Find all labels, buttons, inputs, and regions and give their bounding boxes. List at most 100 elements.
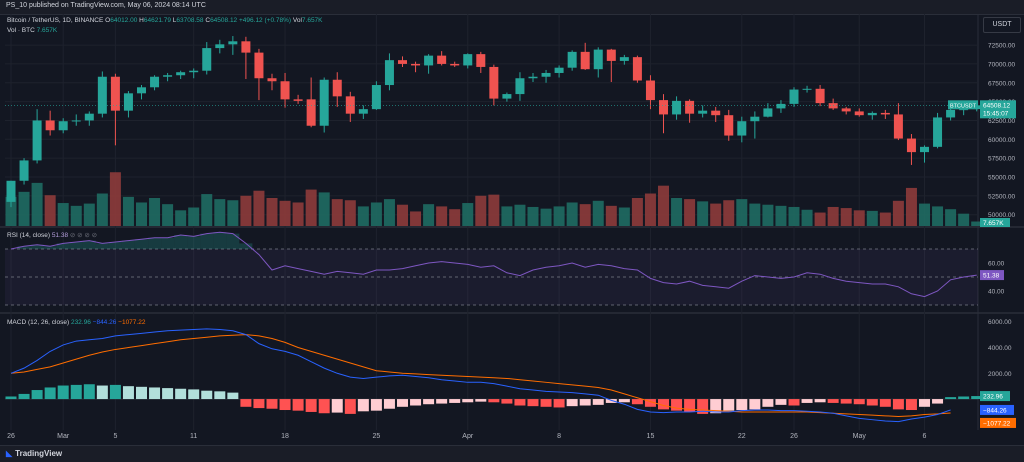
symbol-legend[interactable]: Bitcoin / TetherUS, 1D, BINANCE O64012.0… xyxy=(7,17,323,24)
volume-bar xyxy=(357,206,369,226)
candle-body xyxy=(632,57,642,81)
rsi-tag-bg xyxy=(980,270,1004,281)
volume-bar xyxy=(162,204,174,226)
macd-legend[interactable]: MACD (12, 26, close) 232.96 −844.26 −107… xyxy=(7,319,145,326)
macd-histogram-bar xyxy=(592,399,604,405)
volume-bar xyxy=(370,202,382,226)
macd-histogram-bar xyxy=(436,399,448,404)
candle-body xyxy=(554,67,564,73)
macd-histogram-bar xyxy=(749,399,761,410)
macd-histogram-bar xyxy=(605,399,617,403)
symbol-tag-bg xyxy=(948,100,978,110)
macd-histogram-bar xyxy=(905,399,917,411)
macd-histogram-bar xyxy=(227,392,239,400)
macd-histogram-bar xyxy=(671,399,683,411)
macd-histogram-bar xyxy=(892,399,904,410)
macd-hist-tag-bg xyxy=(980,391,1010,402)
macd-histogram-bar xyxy=(475,399,487,402)
macd-histogram-bar xyxy=(710,399,722,414)
candle-body xyxy=(32,120,42,161)
volume-bar xyxy=(57,203,69,226)
volume-bar xyxy=(697,201,709,226)
volume-bar xyxy=(658,185,669,226)
macd-histogram-bar xyxy=(540,399,552,407)
candle-body xyxy=(84,113,94,121)
candle-body xyxy=(580,51,590,70)
volume-legend[interactable]: Vol · BTC 7.657K xyxy=(7,27,57,34)
volume-bar xyxy=(579,204,591,226)
candle-body xyxy=(841,108,851,112)
x-tick-label: Mar xyxy=(57,433,70,440)
volume-bar xyxy=(344,200,356,226)
volume-bar xyxy=(684,199,696,226)
volume-bar xyxy=(501,206,513,226)
volume-bar xyxy=(945,209,957,226)
candle-body xyxy=(750,116,760,122)
rsi-label: RSI (14, close) xyxy=(7,232,50,239)
candle-body xyxy=(893,114,903,139)
volume-bar xyxy=(892,200,904,226)
brand-name: TradingView xyxy=(15,449,63,458)
high-label: H xyxy=(139,17,144,24)
x-tick-label: 26 xyxy=(790,433,798,440)
macd-histogram-bar xyxy=(527,399,539,407)
macd-histogram-bar xyxy=(775,399,787,405)
volume-bar xyxy=(814,212,826,226)
candle-body xyxy=(606,49,616,61)
candle-body xyxy=(306,99,316,126)
volume-bar xyxy=(618,207,630,226)
change-value: +496.12 (+0.78%) xyxy=(239,17,292,24)
volume-bar xyxy=(736,199,748,226)
volume-bar xyxy=(840,208,852,226)
macd-histogram-bar xyxy=(410,399,422,406)
macd-histogram-bar xyxy=(697,399,709,414)
candle-body xyxy=(789,89,799,104)
volume-bar xyxy=(932,206,944,226)
rsi-legend[interactable]: RSI (14, close) 51.38 ⊘ ⊘ ⊘ ⊘ xyxy=(7,231,97,239)
macd-histogram-bar xyxy=(122,386,134,400)
x-tick-label: 15 xyxy=(647,433,655,440)
rsi-tick-label: 60.00 xyxy=(988,261,1005,268)
macd-histogram-bar xyxy=(279,399,291,411)
x-tick-label: 22 xyxy=(738,433,746,440)
x-tick-label: 18 xyxy=(281,433,289,440)
candle-body xyxy=(476,54,486,67)
macd-histogram-bar xyxy=(449,399,461,403)
candle-body xyxy=(202,48,212,71)
rsi-line xyxy=(10,231,977,298)
price-tick-label: 50000.00 xyxy=(988,212,1015,219)
macd-histogram-bar xyxy=(188,389,200,400)
x-tick-label: 26 xyxy=(7,433,15,440)
candle-body xyxy=(424,55,434,66)
tradingview-logo[interactable]: ◣ TradingView xyxy=(6,449,62,458)
currency-button[interactable]: USDT xyxy=(983,17,1021,33)
candle-body xyxy=(867,112,877,116)
close-label: C xyxy=(205,17,211,24)
volume-bar xyxy=(175,210,187,226)
macd-histogram-bar xyxy=(266,399,278,409)
macd-line xyxy=(10,328,951,423)
macd-histogram-bar xyxy=(149,387,161,400)
candle-body xyxy=(123,93,133,111)
macd-histogram-bar xyxy=(958,396,970,400)
volume-bar xyxy=(383,199,395,226)
candle-body xyxy=(920,146,929,153)
candle-body xyxy=(110,76,120,111)
volume-bar xyxy=(879,212,891,226)
candle-body xyxy=(176,72,186,76)
volume-bar xyxy=(44,195,56,226)
macd-histogram-bar xyxy=(488,399,500,403)
macd-histogram-bar xyxy=(318,399,330,414)
candle-body xyxy=(215,44,225,49)
rsi-controls-icon[interactable]: ⊘ ⊘ ⊘ ⊘ xyxy=(69,232,98,239)
macd-tick-label: 4000.00 xyxy=(988,345,1012,352)
symbol-tag: BTCUSDT xyxy=(950,103,977,109)
volume-bar xyxy=(31,182,43,226)
macd-histogram-bar xyxy=(18,393,30,400)
low-label: L xyxy=(172,17,177,24)
candle-body xyxy=(319,79,329,126)
chart-canvas[interactable]: 26 Mar 5 11 18 25 Apr 8 15 22 26 May 6 50000.00 52500.… xyxy=(0,0,1024,446)
candle-body xyxy=(97,76,107,114)
volume-bar xyxy=(853,210,865,226)
volume-bar xyxy=(958,213,970,226)
